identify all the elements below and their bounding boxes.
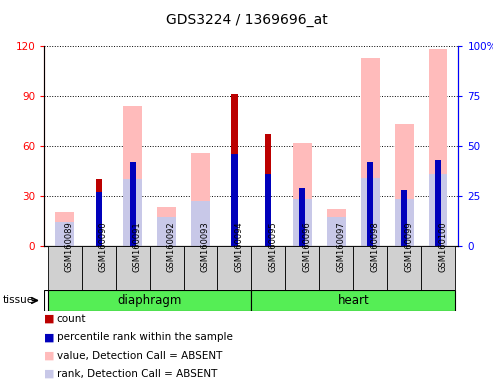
Text: GSM160090: GSM160090 [99, 222, 107, 272]
Text: GSM160089: GSM160089 [65, 222, 74, 273]
Bar [231, 94, 238, 246]
Bar [327, 209, 346, 246]
Bar [217, 246, 251, 290]
Text: rank, Detection Call = ABSENT: rank, Detection Call = ABSENT [57, 369, 217, 379]
Bar [123, 106, 142, 246]
Bar [327, 217, 346, 246]
Text: heart: heart [337, 294, 369, 307]
Bar [130, 162, 136, 246]
Text: ■: ■ [44, 332, 55, 342]
Text: GSM160091: GSM160091 [133, 222, 141, 272]
Bar [191, 152, 210, 246]
Bar [251, 290, 455, 311]
Bar [293, 199, 312, 246]
Text: diaphragm: diaphragm [117, 294, 182, 307]
Bar [361, 58, 380, 246]
Text: GSM160100: GSM160100 [438, 222, 447, 272]
Bar [299, 188, 305, 246]
Bar [48, 246, 82, 290]
Text: GSM160099: GSM160099 [404, 222, 413, 272]
Text: GSM160092: GSM160092 [167, 222, 176, 272]
Bar [421, 246, 455, 290]
Bar [183, 246, 217, 290]
Bar [319, 246, 353, 290]
Bar [395, 124, 414, 246]
Bar [157, 217, 176, 246]
Bar [96, 179, 102, 246]
Text: ■: ■ [44, 314, 55, 324]
Text: percentile rank within the sample: percentile rank within the sample [57, 332, 233, 342]
Bar [157, 207, 176, 246]
Bar [265, 134, 272, 246]
Bar [231, 154, 238, 246]
Bar [96, 192, 102, 246]
Bar [401, 190, 407, 246]
Bar [435, 160, 441, 246]
Bar [116, 246, 149, 290]
Bar [55, 212, 74, 246]
Text: ■: ■ [44, 351, 55, 361]
Text: GSM160097: GSM160097 [336, 222, 345, 273]
Bar [429, 174, 448, 246]
Text: ■: ■ [44, 369, 55, 379]
Bar [353, 246, 387, 290]
Bar [367, 162, 373, 246]
Text: GSM160098: GSM160098 [370, 222, 379, 273]
Text: GSM160093: GSM160093 [201, 222, 210, 273]
Text: tissue: tissue [2, 295, 34, 306]
Bar [285, 246, 319, 290]
Text: GDS3224 / 1369696_at: GDS3224 / 1369696_at [166, 13, 327, 27]
Bar [82, 246, 116, 290]
Bar [149, 246, 183, 290]
Text: count: count [57, 314, 86, 324]
Bar [55, 222, 74, 246]
Text: GSM160096: GSM160096 [302, 222, 312, 273]
Bar [293, 142, 312, 246]
Bar [395, 199, 414, 246]
Bar [123, 179, 142, 246]
Bar [48, 290, 251, 311]
Text: GSM160095: GSM160095 [268, 222, 278, 272]
Bar [265, 174, 272, 246]
Text: value, Detection Call = ABSENT: value, Detection Call = ABSENT [57, 351, 222, 361]
Bar [251, 246, 285, 290]
Bar [429, 50, 448, 246]
Bar [361, 177, 380, 246]
Bar [387, 246, 421, 290]
Text: GSM160094: GSM160094 [235, 222, 244, 272]
Bar [191, 201, 210, 246]
